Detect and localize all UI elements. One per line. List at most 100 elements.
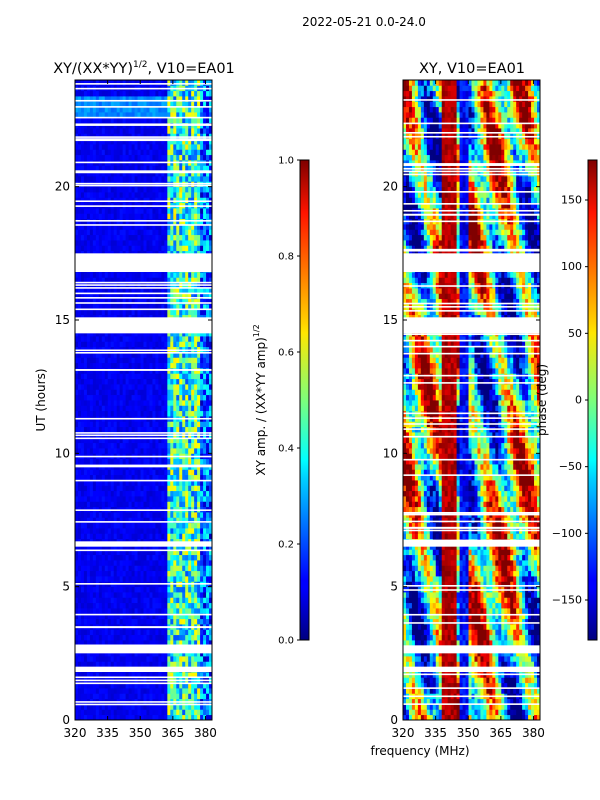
heatmap-cell <box>98 170 103 177</box>
heatmap-cell <box>155 656 159 662</box>
heatmap-cell <box>194 213 198 220</box>
heatmap-cell <box>86 229 91 236</box>
heatmap-cell <box>89 368 94 374</box>
heatmap-cell <box>140 208 144 214</box>
heatmap-cell <box>146 144 150 150</box>
heatmap-cell <box>92 442 97 449</box>
heatmap-cell <box>128 448 132 454</box>
heatmap-cell <box>206 634 210 641</box>
heatmap-cell <box>185 240 189 246</box>
heatmap-cell <box>164 565 168 572</box>
heatmap-cell <box>128 192 132 198</box>
heatmap-cell <box>152 400 156 406</box>
heatmap-cell <box>125 165 130 172</box>
heatmap-cell <box>107 410 112 417</box>
heatmap-cell <box>83 474 88 481</box>
heatmap-cell <box>188 565 192 572</box>
heatmap-cell <box>143 704 147 710</box>
heatmap-cell <box>197 400 201 406</box>
heatmap-cell <box>110 288 115 294</box>
heatmap-cell <box>164 496 168 502</box>
heatmap-cell <box>101 368 106 374</box>
heatmap-cell <box>77 474 82 481</box>
heatmap-cell <box>116 176 121 182</box>
heatmap-cell <box>134 330 138 337</box>
heatmap-cell <box>176 288 180 294</box>
heatmap-cell <box>179 208 183 214</box>
heatmap-cell <box>194 682 198 689</box>
heatmap-cell <box>155 512 159 518</box>
heatmap-cell <box>152 426 156 433</box>
heatmap-cell <box>149 394 153 401</box>
heatmap-cell <box>200 224 204 230</box>
heatmap-cell <box>152 565 156 572</box>
heatmap-cell <box>119 192 124 198</box>
heatmap-cell <box>107 661 112 668</box>
heatmap-cell <box>149 298 153 305</box>
heatmap-cell <box>77 469 82 476</box>
heatmap-cell <box>194 373 198 380</box>
heatmap-cell <box>83 410 88 417</box>
heatmap-cell <box>149 640 153 646</box>
heatmap-cell <box>185 469 189 476</box>
heatmap-cell <box>203 448 207 454</box>
heatmap-cell <box>134 394 138 401</box>
heatmap-cell <box>80 304 85 310</box>
heatmap-cell <box>152 149 156 156</box>
heatmap-cell <box>104 570 109 577</box>
heatmap-cell <box>137 394 141 401</box>
heatmap-cell <box>77 378 82 385</box>
heatmap-cell <box>80 208 85 214</box>
heatmap-cell <box>170 192 174 198</box>
heatmap-cell <box>161 448 165 454</box>
heatmap-cell <box>143 277 147 284</box>
heatmap-cell <box>173 400 177 406</box>
heatmap-cell <box>92 154 97 161</box>
heatmap-cell <box>95 149 100 156</box>
heatmap-cell <box>95 634 100 641</box>
heatmap-cell <box>203 176 207 182</box>
heatmap-cell <box>152 613 156 620</box>
heatmap-cell <box>155 522 159 529</box>
heatmap-cell <box>131 240 135 246</box>
heatmap-cell <box>182 688 186 694</box>
heatmap-cell <box>98 522 103 529</box>
heatmap-cell <box>176 240 180 246</box>
heatmap-cell <box>128 522 132 529</box>
heatmap-cell <box>125 240 130 246</box>
heatmap-cell <box>110 656 115 662</box>
heatmap-cell <box>107 693 112 700</box>
heatmap-cell <box>86 517 91 524</box>
heatmap-cell <box>98 378 103 385</box>
heatmap-cell <box>161 528 165 534</box>
heatmap-cell <box>161 309 165 316</box>
heatmap-cell <box>194 426 198 433</box>
heatmap-cell <box>137 293 141 300</box>
heatmap-cell <box>197 618 201 625</box>
heatmap-cell <box>77 682 82 689</box>
heatmap-cell <box>77 597 82 604</box>
heatmap-cell <box>125 208 130 214</box>
heatmap-cell <box>197 549 201 556</box>
heatmap-cell <box>197 656 201 662</box>
heatmap-cell <box>75 618 79 625</box>
heatmap-cell <box>197 613 201 620</box>
heatmap-cell <box>107 437 112 444</box>
heatmap-cell <box>104 634 109 641</box>
heatmap-cell <box>173 442 177 449</box>
heatmap-cell <box>128 693 132 700</box>
heatmap-cell <box>131 490 135 497</box>
heatmap-cell <box>191 512 195 518</box>
heatmap-cell <box>131 448 135 454</box>
heatmap-cell <box>137 501 141 508</box>
heatmap-cell <box>92 165 97 172</box>
heatmap-cell <box>107 373 112 380</box>
heatmap-cell <box>119 176 124 182</box>
heatmap-cell <box>203 533 207 540</box>
heatmap-cell <box>113 656 118 662</box>
heatmap-cell <box>134 704 138 710</box>
heatmap-cell <box>107 368 112 374</box>
heatmap-cell <box>98 208 103 214</box>
heatmap-cell <box>185 512 189 518</box>
heatmap-cell <box>194 629 198 636</box>
